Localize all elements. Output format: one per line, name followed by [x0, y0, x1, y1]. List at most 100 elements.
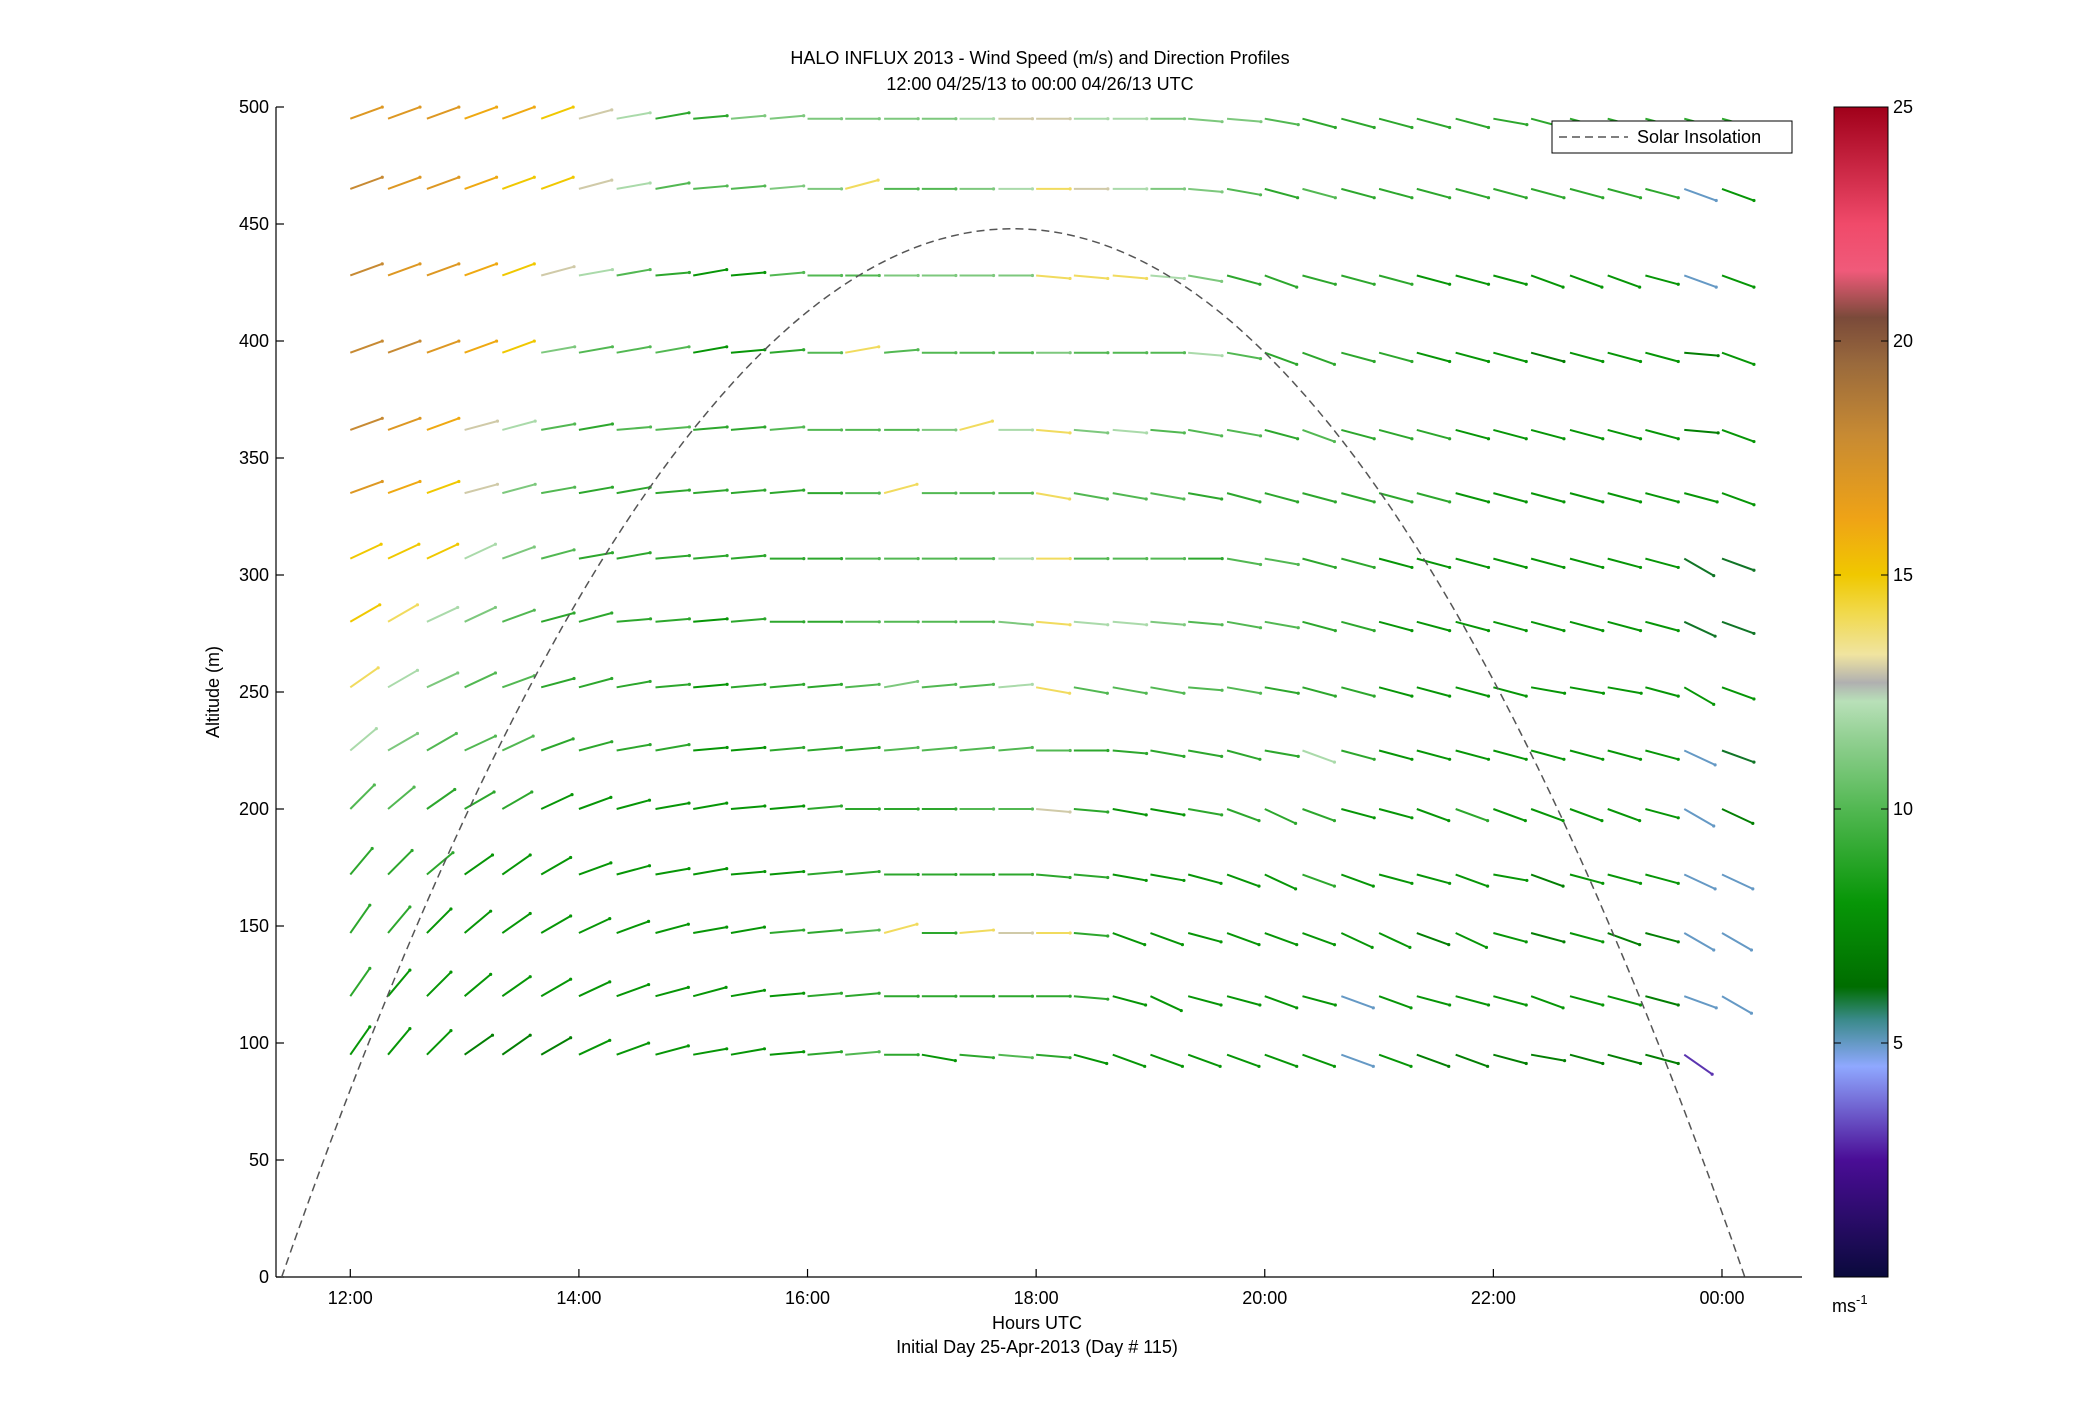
wind-barb — [616, 111, 651, 120]
wind-barb-head — [763, 804, 767, 808]
wind-barb — [387, 669, 418, 689]
wind-barb — [1187, 274, 1222, 283]
wind-barb — [730, 746, 765, 752]
wind-barb-head — [916, 428, 920, 432]
wind-barb-head — [1143, 1064, 1147, 1068]
wind-barb-head — [380, 262, 384, 266]
wind-barb — [693, 746, 728, 752]
wind-barb — [1493, 492, 1527, 503]
wind-barb-head — [1257, 884, 1261, 888]
wind-barb — [1073, 932, 1108, 937]
wind-barb-head — [449, 1029, 453, 1033]
wind-barb — [655, 111, 690, 120]
wind-barb-head — [493, 542, 498, 546]
wind-barb-head — [1601, 437, 1605, 441]
wind-barb — [845, 746, 880, 752]
wind-barb — [540, 915, 572, 934]
wind-barb-head — [687, 345, 691, 349]
wind-barb-head — [725, 617, 729, 621]
wind-barb — [1569, 187, 1604, 199]
wind-barb-head — [1295, 500, 1300, 504]
wind-barb — [1569, 932, 1604, 943]
wind-barb-head — [1293, 821, 1298, 825]
wind-barb-head — [1561, 285, 1565, 289]
wind-barb — [1112, 749, 1147, 755]
wind-barb-head — [763, 184, 767, 188]
wind-barb-head — [1220, 120, 1224, 124]
wind-barb-head — [410, 848, 414, 853]
wind-barb-head — [418, 416, 422, 420]
wind-barb-head — [954, 557, 958, 561]
wind-barb — [1302, 428, 1335, 443]
wind-barb — [1683, 1053, 1713, 1076]
wind-barb — [1302, 557, 1336, 569]
wind-barb — [501, 546, 535, 560]
legend-label: Solar Insolation — [1637, 127, 1761, 147]
wind-barb — [1645, 274, 1679, 286]
wind-barb — [1302, 117, 1336, 129]
wind-barb — [426, 788, 456, 810]
wind-barb — [426, 971, 452, 997]
wind-barb — [1683, 620, 1716, 638]
wind-barb-head — [1601, 628, 1605, 633]
wind-barb — [1150, 749, 1185, 758]
wind-barb-head — [610, 740, 614, 744]
wind-barb — [578, 486, 613, 495]
wind-barb-head — [991, 928, 996, 932]
wind-barb — [616, 743, 651, 752]
wind-barb-head — [1144, 623, 1149, 627]
wind-barb-head — [1030, 117, 1035, 121]
wind-barb-head — [493, 605, 498, 610]
wind-barb — [769, 929, 804, 935]
wind-barb-head — [1371, 1006, 1375, 1010]
wind-barb-head — [1448, 359, 1452, 364]
wind-barb-head — [1220, 813, 1224, 817]
wind-barb — [1302, 873, 1335, 888]
wind-barb — [1607, 749, 1641, 761]
wind-barb — [1645, 749, 1679, 761]
wind-barb-head — [839, 928, 843, 932]
wind-barb — [655, 425, 690, 431]
colorbar-tick-label: 10 — [1893, 799, 1913, 819]
wind-barb — [1721, 749, 1755, 764]
wind-barb-head — [569, 855, 573, 860]
wind-barb-head — [687, 488, 691, 492]
wind-barb — [1188, 620, 1223, 626]
wind-barb — [501, 176, 535, 190]
wind-barb-head — [1106, 748, 1110, 753]
wind-barb-head — [1182, 754, 1186, 759]
wind-barb — [1341, 749, 1375, 761]
wind-barb-head — [1257, 819, 1261, 823]
wind-barb-head — [1713, 634, 1717, 638]
wind-barb-head — [802, 745, 806, 750]
wind-barb — [1530, 274, 1564, 289]
wind-barb — [1150, 492, 1185, 500]
wind-barb — [464, 606, 496, 623]
wind-barb — [540, 978, 572, 998]
wind-barb-head — [1295, 1064, 1299, 1068]
wind-barb-head — [916, 273, 920, 278]
wind-barb-head — [1676, 437, 1680, 441]
wind-barb-head — [456, 542, 460, 546]
wind-barb-head — [839, 557, 844, 561]
wind-barb-head — [1524, 437, 1528, 441]
wind-barb-head — [1372, 816, 1376, 820]
wind-barb — [464, 735, 496, 752]
wind-barb-head — [1676, 881, 1680, 885]
wind-barbs — [349, 105, 1757, 1076]
wind-barb — [578, 268, 613, 277]
wind-barb — [998, 746, 1033, 752]
wind-barb-head — [457, 262, 461, 266]
wind-barb — [349, 847, 373, 876]
wind-barb — [1607, 873, 1641, 885]
wind-barb-head — [1561, 884, 1565, 888]
wind-barb — [387, 417, 421, 431]
wind-barb-head — [1448, 1003, 1452, 1007]
wind-barb-head — [533, 419, 537, 423]
wind-barb-head — [1484, 945, 1489, 949]
wind-barb-head — [1600, 819, 1604, 823]
wind-barb-head — [1144, 878, 1148, 883]
wind-barb — [426, 176, 460, 190]
wind-barb — [1455, 351, 1489, 363]
wind-barb-head — [569, 977, 573, 981]
